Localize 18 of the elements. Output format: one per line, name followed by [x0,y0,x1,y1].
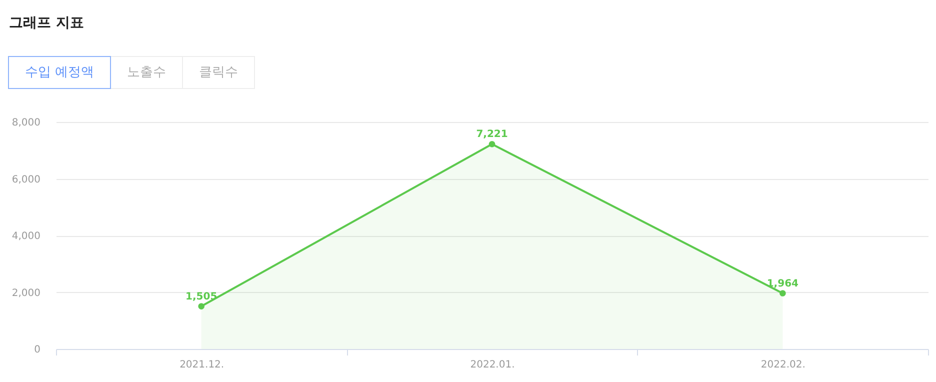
text: 노출수 [110,56,184,89]
chart-title: 그래프 지표 [9,14,84,32]
data-label: 1,964 [766,278,799,290]
y-tick-label: 4,000 [12,231,40,242]
y-tick-label: 6,000 [12,174,40,186]
text: 수입 예정액 [8,56,112,89]
data-label: 7,221 [476,129,508,140]
x-tick-label: 2022.02. [760,360,806,370]
data-label: 1,505 [186,291,218,302]
y-tick-label: 8,000 [12,118,40,128]
y-tick-label: 2,000 [12,288,40,299]
point [488,140,496,148]
point [198,303,204,310]
text: 클릭수 [182,56,256,89]
x-tick-label: 2022.01. [470,360,515,370]
y-tick-label: 0 [34,344,40,356]
x-tick-label: 2021.12. [180,360,224,370]
point [780,290,786,296]
